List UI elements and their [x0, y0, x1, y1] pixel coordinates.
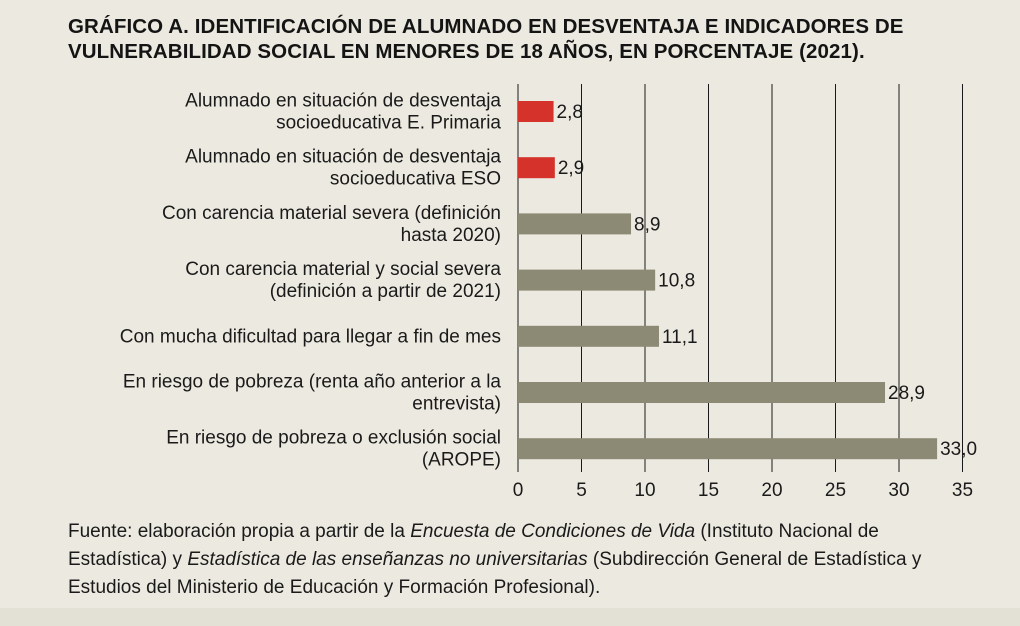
- category-label-line: hasta 2020): [401, 225, 501, 246]
- data-label: 10,8: [658, 271, 695, 292]
- source-mid: (Instituto Nacional de Estadística) y: [68, 521, 879, 570]
- bar: [518, 269, 656, 291]
- value-labels: 2,8 2,9 8,9 10,8 11,1 28,9 33,0: [557, 102, 978, 460]
- source-suffix: (Subdirección General de Estadística y E…: [68, 549, 922, 598]
- data-label: 33,0: [940, 439, 977, 460]
- category-label: Con carencia material y social severa (de…: [185, 259, 501, 302]
- category-labels: Alumnado en situación de desventaja socio…: [120, 91, 502, 471]
- category-label-line: Alumnado en situación de desventaja: [185, 91, 501, 112]
- category-label: Alumnado en situación de desventaja socio…: [185, 91, 501, 134]
- data-label: 2,9: [558, 158, 584, 179]
- category-label-line: En riesgo de pobreza o exclusión social: [166, 428, 501, 449]
- data-label: 28,9: [888, 383, 925, 404]
- data-label: 11,1: [662, 327, 698, 348]
- x-tick-label: 0: [513, 480, 524, 501]
- category-label-line: Con carencia material y social severa: [185, 259, 501, 280]
- category-label: En riesgo de pobreza (renta año anterior…: [123, 372, 502, 415]
- category-label: Con mucha dificultad para llegar a fin d…: [120, 326, 501, 347]
- x-tick-label: 25: [825, 480, 846, 501]
- category-label-line: Con mucha dificultad para llegar a fin d…: [120, 326, 501, 347]
- category-label-line: Con carencia material severa (definición: [162, 203, 501, 224]
- x-tick-label: 10: [634, 480, 655, 501]
- bottom-band: [0, 608, 1020, 626]
- data-label: 2,8: [557, 102, 583, 123]
- bar: [518, 157, 555, 179]
- data-label: 8,9: [634, 214, 660, 235]
- x-tick-label: 20: [761, 480, 782, 501]
- source-title-2: Estadística de las enseñanzas no univers…: [187, 549, 588, 570]
- bar: [518, 325, 659, 347]
- x-tick-label: 30: [888, 480, 909, 501]
- x-tick-labels: 0 5 10 15 20 25 30 35: [513, 480, 973, 501]
- category-label-line: (AROPE): [422, 450, 501, 471]
- gridlines: [517, 84, 963, 472]
- category-label: Alumnado en situación de desventaja socio…: [185, 147, 501, 190]
- bar: [518, 101, 554, 122]
- source-prefix: Fuente: elaboración propia a partir de l…: [68, 521, 411, 542]
- category-label: Con carencia material severa (definición…: [162, 203, 501, 246]
- bar: [518, 213, 632, 235]
- category-label-line: En riesgo de pobreza (renta año anterior…: [123, 372, 502, 393]
- x-tick-label: 15: [698, 480, 719, 501]
- bars: [518, 101, 938, 460]
- source-note: Fuente: elaboración propia a partir de l…: [68, 518, 978, 602]
- category-label-line: socioeducativa E. Primaria: [276, 113, 501, 134]
- category-label-line: socioeducativa ESO: [330, 169, 501, 190]
- category-label: En riesgo de pobreza o exclusión social(…: [166, 428, 501, 471]
- source-title-1: Encuesta de Condiciones de Vida: [410, 521, 696, 542]
- category-label-line: Alumnado en situación de desventaja: [185, 147, 501, 168]
- bar: [518, 438, 938, 460]
- bar: [518, 382, 886, 403]
- category-label-line: (definición a partir de 2021): [270, 281, 501, 302]
- x-tick-label: 35: [952, 480, 973, 501]
- category-label-line: entrevista): [412, 394, 501, 415]
- x-tick-label: 5: [576, 480, 587, 501]
- chart-title: GRÁFICO A. IDENTIFICACIÓN DE ALUMNADO EN…: [68, 15, 904, 63]
